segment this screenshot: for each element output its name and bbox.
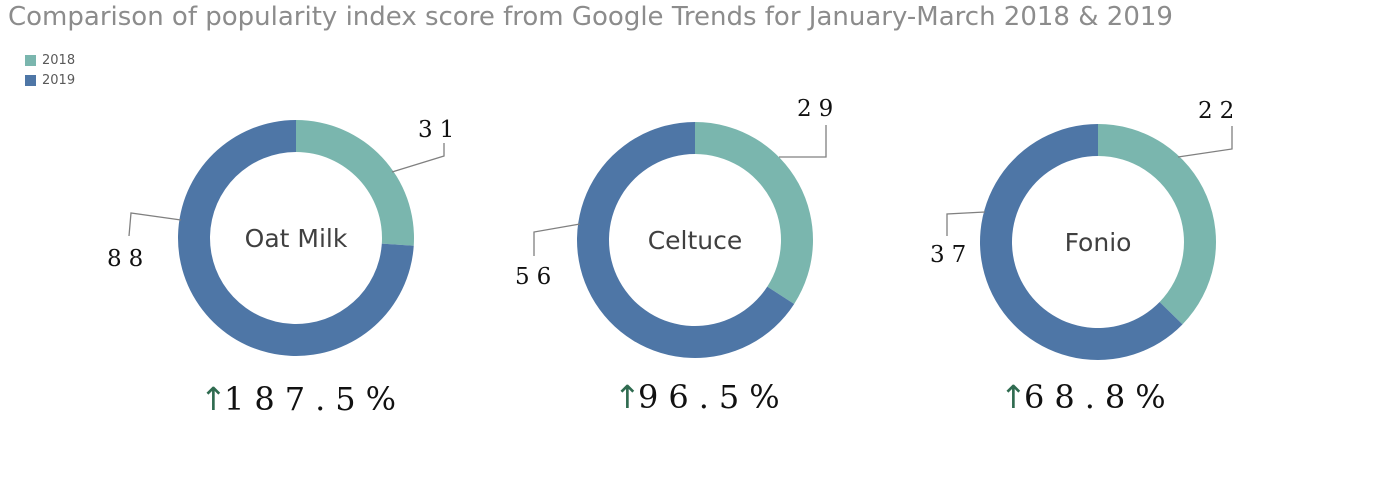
leader-line-oat-milk-2018 xyxy=(391,143,445,173)
up-arrow-icon-oat-milk: ↑ xyxy=(200,380,227,418)
change-label-celtuce: 96.5% xyxy=(638,378,790,416)
up-arrow-icon-fonio: ↑ xyxy=(1000,378,1027,416)
legend-swatch-2018 xyxy=(25,54,36,66)
donut-slice-fonio-2019 xyxy=(979,123,1183,360)
legend: 2018 2019 xyxy=(25,50,75,90)
legend-item-2019: 2019 xyxy=(25,70,75,90)
chart-title: Comparison of popularity index score fro… xyxy=(8,2,1173,32)
value-label-oat-milk-2018: 31 xyxy=(418,117,461,143)
donut-center-label-fonio: Fonio xyxy=(1065,228,1132,257)
value-label-celtuce-2018: 29 xyxy=(797,96,840,122)
donut-slice-celtuce-2019 xyxy=(576,122,795,359)
donut-slice-fonio-2018 xyxy=(1098,124,1216,325)
leader-line-celtuce-2019 xyxy=(533,223,581,256)
value-label-celtuce-2019: 56 xyxy=(515,264,558,290)
leader-line-fonio-2018 xyxy=(1177,126,1233,158)
leader-line-oat-milk-2019 xyxy=(128,212,182,237)
up-arrow-icon-celtuce: ↑ xyxy=(614,378,641,416)
change-label-fonio: 68.8% xyxy=(1024,378,1176,416)
legend-label-2019: 2019 xyxy=(42,72,76,88)
value-label-fonio-2019: 37 xyxy=(930,242,973,268)
legend-swatch-2019 xyxy=(25,74,36,86)
legend-label-2018: 2018 xyxy=(42,52,76,68)
donut-center-label-celtuce: Celtuce xyxy=(648,226,743,255)
change-label-oat-milk: 187.5% xyxy=(224,380,406,418)
value-label-fonio-2018: 22 xyxy=(1198,98,1241,124)
legend-item-2018: 2018 xyxy=(25,50,75,70)
donut-slice-oat-milk-2018 xyxy=(296,120,414,246)
value-label-oat-milk-2019: 88 xyxy=(107,246,150,272)
leader-line-celtuce-2018 xyxy=(779,125,827,158)
leader-line-fonio-2019 xyxy=(946,211,986,236)
donut-slice-celtuce-2018 xyxy=(695,122,813,304)
donut-center-label-oat-milk: Oat Milk xyxy=(245,224,348,253)
